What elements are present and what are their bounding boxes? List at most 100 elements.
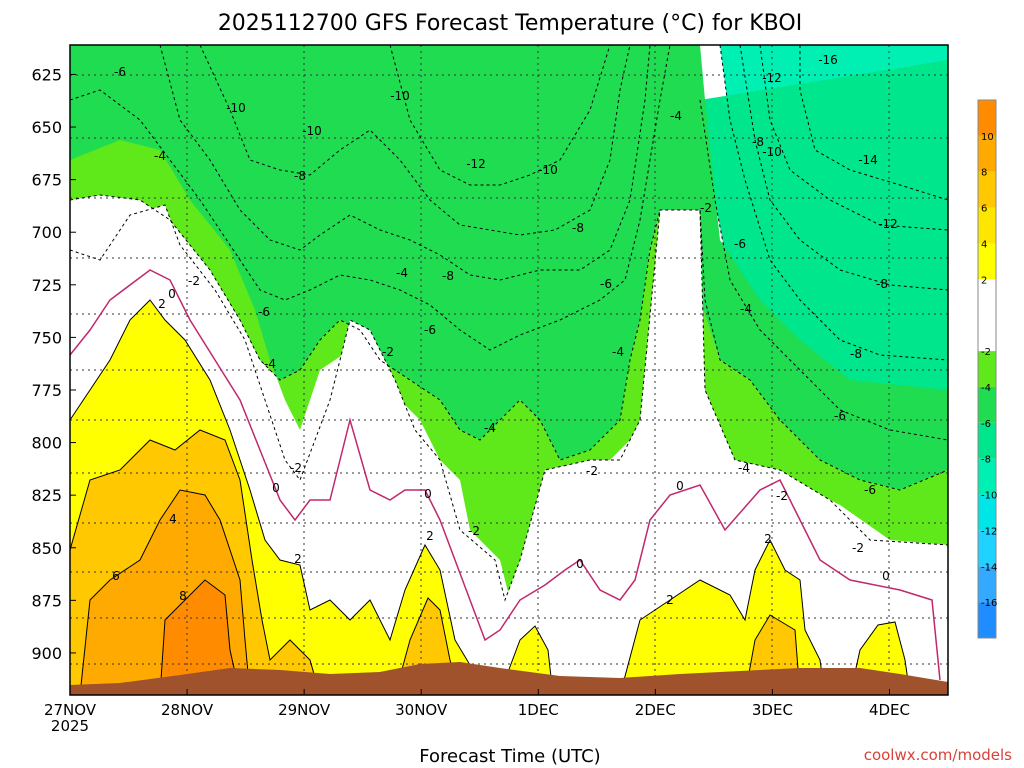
- contour-lines: [70, 45, 948, 602]
- contour-label: -2: [776, 489, 788, 503]
- colorbar-swatch: [978, 494, 996, 531]
- contour-label: -2: [586, 464, 598, 478]
- contour-label: -6: [834, 409, 846, 423]
- x-tick-label: 28NOV: [161, 701, 214, 719]
- colorbar-swatch: [978, 171, 996, 208]
- contour-2-1dec: [504, 625, 554, 695]
- contour-label: -6: [424, 323, 436, 337]
- colorbar-swatch: [978, 530, 996, 567]
- colorbar-swatch: [978, 422, 996, 459]
- contour-label: -2: [188, 274, 200, 288]
- contour-label: -4: [154, 149, 166, 163]
- positive-contours: [70, 299, 911, 695]
- colorbar-label: -6: [981, 419, 991, 430]
- contour-8: [159, 579, 241, 695]
- y-tick-label: 650: [31, 118, 62, 137]
- contour-minus-8-east: [719, 45, 948, 361]
- x-axis-title: Forecast Time (UTC): [419, 746, 600, 767]
- contour-label: -8: [572, 221, 584, 235]
- contour-label: 0: [424, 487, 432, 501]
- contour-label: -16: [818, 53, 838, 67]
- y-tick-label: 875: [31, 591, 62, 610]
- contour-minus-8: [159, 45, 651, 281]
- contour-label: -4: [738, 461, 750, 475]
- contour-label: 6: [112, 569, 120, 583]
- contour-label: -12: [466, 157, 486, 171]
- colorbar-label: 2: [981, 275, 987, 286]
- credit-text[interactable]: coolwx.com/models: [864, 746, 1012, 764]
- contour-label: -8: [294, 169, 306, 183]
- y-tick-label: 750: [31, 328, 62, 347]
- colorbar-label: -14: [981, 562, 997, 573]
- contour-label: -4: [396, 266, 408, 280]
- chart-title: 2025112700 GFS Forecast Temperature (°C)…: [218, 11, 802, 36]
- contour-6: [79, 489, 251, 695]
- x-tick-label: 3DEC: [752, 701, 793, 719]
- y-tick-label: 775: [31, 381, 62, 400]
- colorbar-swatch: [978, 602, 996, 638]
- contour-minus-12: [389, 45, 611, 186]
- contour-label: 0: [576, 557, 584, 571]
- plot-border: [69, 44, 949, 696]
- contour-2-4dec: [849, 621, 911, 695]
- colorbar: -16 -14 -12 -10 -8 -6 -4 -2 2 4 6 8 10: [977, 99, 997, 639]
- colorbar-swatch: [978, 207, 996, 244]
- colorbar-label: 10: [981, 132, 994, 143]
- colorbar-swatch: [978, 243, 996, 280]
- contour-label: 2: [158, 297, 166, 311]
- band-bright-green: [70, 45, 948, 490]
- colorbar-swatch: [978, 566, 996, 603]
- x-tick-label: 29NOV: [278, 701, 331, 719]
- contour-label: -14: [858, 153, 878, 167]
- contour-label: -4: [612, 345, 624, 359]
- y-tick-label: 800: [31, 434, 62, 453]
- contour-label: -2: [852, 541, 864, 555]
- colorbar-swatch: [978, 351, 996, 387]
- colorbar-label: 8: [981, 168, 987, 179]
- contour-label: 4: [169, 512, 177, 526]
- contour-label: -8: [876, 277, 888, 291]
- x-tick-label: 4DEC: [869, 701, 910, 719]
- colorbar-swatch: [978, 458, 996, 495]
- contour-label: 2: [294, 552, 302, 566]
- contour-minus-10: [199, 45, 631, 236]
- colorbar-label: -4: [981, 383, 991, 394]
- contour-label: 0: [272, 481, 280, 495]
- contour-label: -8: [752, 135, 764, 149]
- terrain: [70, 662, 948, 695]
- contour-2: [70, 299, 471, 666]
- x-tick-label: 30NOV: [395, 701, 448, 719]
- contour-label: -4: [484, 421, 496, 435]
- contour-minus-10-east: [739, 45, 948, 291]
- contour-label: 8: [179, 589, 187, 603]
- contour-label: -8: [442, 269, 454, 283]
- plot-area: -6-16-12-10-10-10-8-8-14-12 -10-4-4-12-10…: [70, 45, 948, 695]
- contour-label: -6: [600, 277, 612, 291]
- colorbar-swatch: [978, 100, 996, 136]
- contour-label: 2: [764, 532, 772, 546]
- contour-minus-12-east: [759, 45, 948, 231]
- contour-minus-6-east: [699, 99, 948, 441]
- contour-label: -6: [864, 483, 876, 497]
- colorbar-label: 6: [981, 204, 987, 215]
- contour-label: -2: [468, 524, 480, 538]
- contour-label: -12: [762, 71, 782, 85]
- contour-label: -10: [390, 89, 410, 103]
- contour-label: -4: [670, 109, 682, 123]
- contour-label: -4: [740, 302, 752, 316]
- x-tick-label: 1DEC: [518, 701, 559, 719]
- contour-minus-4-east: [699, 209, 948, 491]
- contour-label: -10: [762, 145, 782, 159]
- contour-label: -10: [538, 163, 558, 177]
- contour-label: -6: [114, 65, 126, 79]
- contour-minus-6: [70, 45, 671, 351]
- band-dark-orange: [160, 580, 240, 695]
- contour-label: -8: [850, 347, 862, 361]
- band-light-green: [70, 140, 948, 600]
- contour-label: 0: [882, 569, 890, 583]
- contour-2-2dec: [619, 538, 826, 695]
- contour-label: -4: [264, 357, 276, 371]
- y-tick-label: 850: [31, 539, 62, 558]
- contour-label: 2: [426, 529, 434, 543]
